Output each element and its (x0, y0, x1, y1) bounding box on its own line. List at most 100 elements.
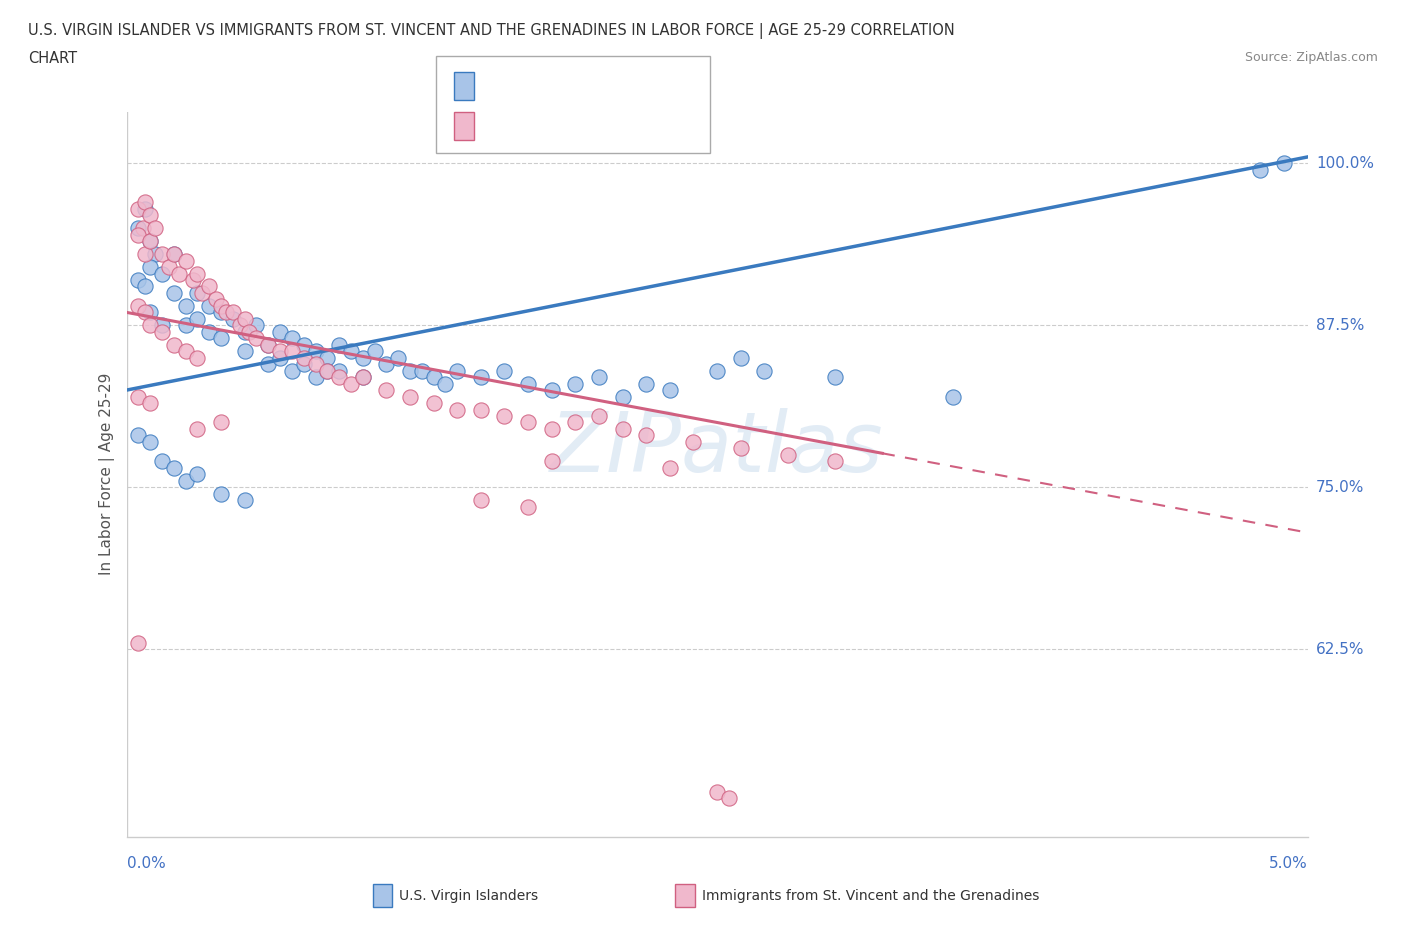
Point (174, 344, 197, 359)
Point (134, 305, 156, 320)
Point (233, 493, 256, 508)
Point (1272, 156, 1295, 171)
Point (143, 246, 166, 261)
Point (1249, 163, 1271, 178)
Point (163, 246, 186, 261)
Point (233, 312, 256, 326)
Point (209, 299, 232, 313)
Text: U.S. Virgin Islanders: U.S. Virgin Islanders (399, 888, 538, 903)
Point (588, 408, 610, 423)
Point (411, 364, 433, 379)
Point (127, 428, 149, 443)
Point (198, 299, 221, 313)
Point (470, 370, 492, 385)
Point (517, 499, 540, 514)
Point (150, 454, 173, 469)
Point (375, 357, 398, 372)
Point (132, 220, 155, 235)
Point (399, 389, 422, 404)
Point (434, 376, 457, 391)
Point (387, 351, 409, 365)
Point (150, 266, 173, 281)
Point (150, 318, 173, 333)
Point (824, 370, 846, 385)
Point (174, 318, 197, 333)
Point (238, 325, 260, 339)
Text: 100.0%: 100.0% (1316, 156, 1374, 171)
Point (470, 402, 492, 417)
Point (292, 351, 315, 365)
Point (328, 338, 350, 352)
Point (233, 344, 256, 359)
Point (186, 266, 208, 281)
Point (127, 389, 149, 404)
Point (304, 357, 326, 372)
Point (540, 454, 562, 469)
Point (470, 493, 492, 508)
Point (352, 370, 374, 385)
Point (257, 338, 280, 352)
Point (139, 233, 162, 248)
Point (186, 467, 208, 482)
Text: Immigrants from St. Vincent and the Grenadines: Immigrants from St. Vincent and the Gren… (702, 888, 1039, 903)
Point (163, 246, 186, 261)
Point (540, 421, 562, 436)
Point (706, 784, 728, 799)
Point (139, 233, 162, 248)
Point (163, 286, 186, 300)
Point (730, 441, 752, 456)
Point (157, 259, 180, 274)
Point (143, 220, 166, 235)
Point (127, 635, 149, 650)
Point (422, 370, 444, 385)
Point (494, 408, 516, 423)
Point (186, 421, 208, 436)
Point (127, 272, 149, 287)
Point (127, 201, 149, 216)
Point (281, 331, 304, 346)
Point (150, 325, 173, 339)
Text: ZIPatlas: ZIPatlas (550, 408, 884, 489)
Point (340, 376, 363, 391)
Text: 75.0%: 75.0% (1316, 480, 1364, 495)
Text: 5.0%: 5.0% (1268, 857, 1308, 871)
Point (269, 325, 291, 339)
Point (540, 382, 562, 397)
Point (588, 370, 610, 385)
Text: R =  0.349  N = 72: R = 0.349 N = 72 (481, 78, 626, 93)
Point (139, 305, 162, 320)
Y-axis label: In Labor Force | Age 25-29: In Labor Force | Age 25-29 (100, 373, 115, 576)
Point (205, 292, 228, 307)
Point (139, 434, 162, 449)
Point (134, 279, 156, 294)
Point (127, 227, 149, 242)
Point (139, 207, 162, 222)
Point (269, 344, 291, 359)
Text: Source: ZipAtlas.com: Source: ZipAtlas.com (1244, 51, 1378, 64)
Point (163, 338, 186, 352)
Point (730, 351, 752, 365)
Point (340, 344, 363, 359)
Point (174, 473, 197, 488)
Point (564, 376, 586, 391)
Point (222, 312, 245, 326)
Point (139, 259, 162, 274)
Text: CHART: CHART (28, 51, 77, 66)
Point (399, 364, 422, 379)
Point (363, 344, 385, 359)
Point (167, 266, 190, 281)
Point (134, 195, 156, 210)
Point (134, 246, 156, 261)
Point (281, 344, 304, 359)
Point (422, 395, 444, 410)
Point (209, 331, 232, 346)
Point (636, 428, 658, 443)
Point (316, 351, 339, 365)
Point (209, 415, 232, 430)
Point (494, 364, 516, 379)
Point (245, 331, 267, 346)
Point (328, 364, 350, 379)
Point (292, 357, 315, 372)
Point (446, 402, 468, 417)
Point (612, 421, 634, 436)
